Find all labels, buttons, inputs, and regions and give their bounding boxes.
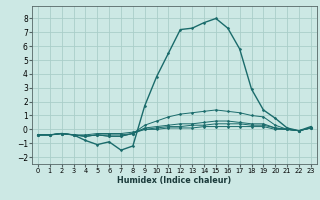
X-axis label: Humidex (Indice chaleur): Humidex (Indice chaleur) [117, 176, 232, 185]
